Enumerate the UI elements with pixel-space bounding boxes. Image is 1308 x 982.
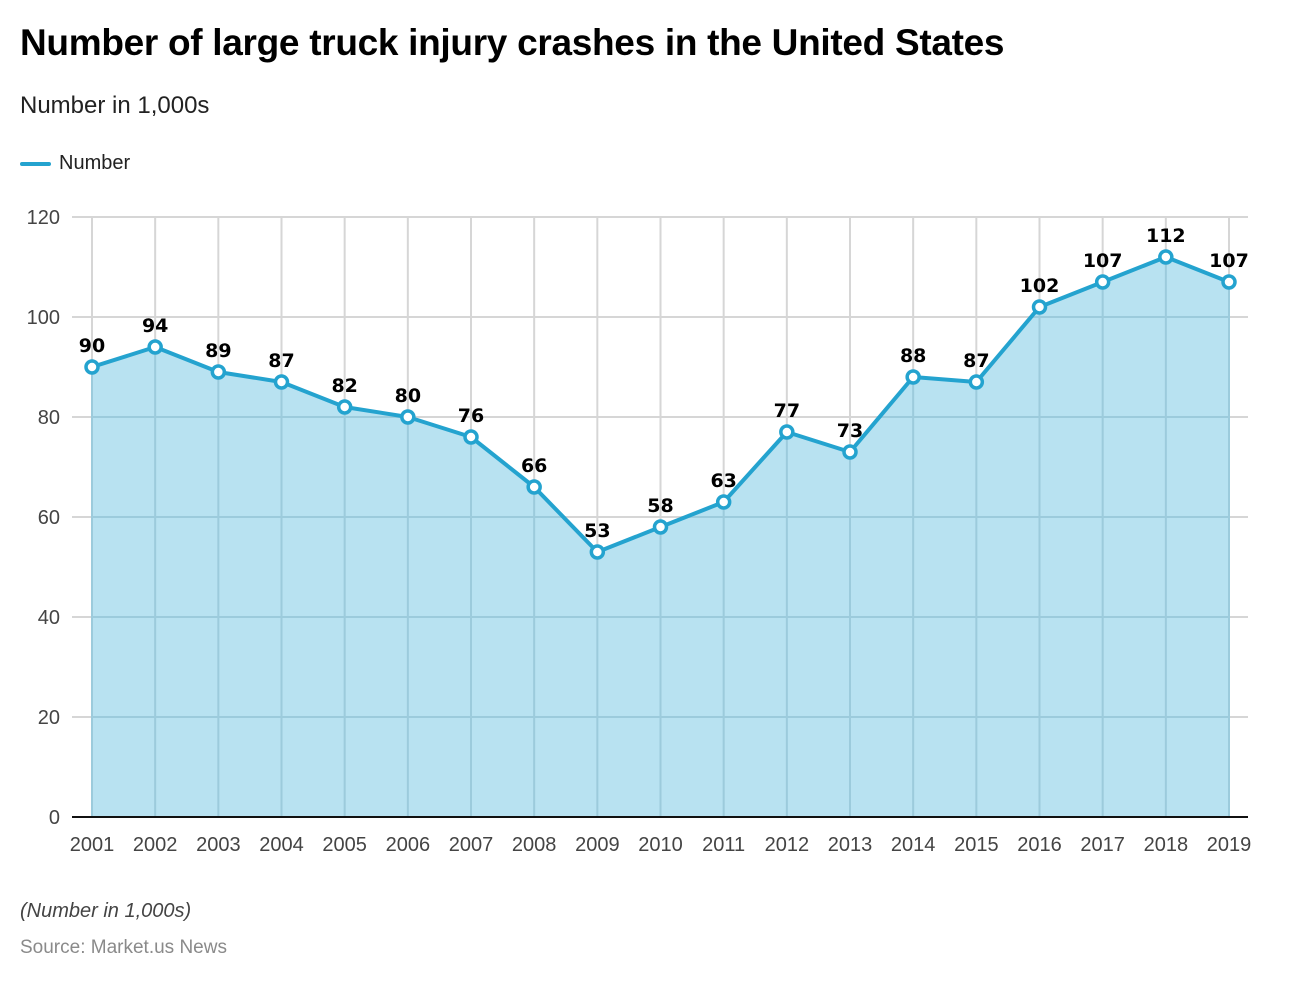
legend-label: Number — [59, 152, 131, 174]
data-label: 89 — [205, 340, 231, 362]
y-tick-label: 60 — [38, 507, 60, 529]
x-tick-label: 2007 — [449, 834, 494, 856]
y-tick-label: 80 — [38, 407, 60, 429]
data-point — [589, 544, 606, 560]
x-tick-label: 2019 — [1207, 834, 1252, 856]
data-label: 90 — [79, 335, 105, 357]
data-label: 73 — [837, 420, 863, 442]
data-label: 53 — [584, 520, 610, 542]
data-point — [210, 364, 227, 380]
legend: Number — [20, 152, 130, 175]
x-tick-label: 2003 — [196, 834, 241, 856]
data-point — [336, 399, 353, 415]
data-label: 112 — [1146, 225, 1186, 247]
x-tick-label: 2010 — [638, 834, 683, 856]
x-tick-label: 2012 — [765, 834, 810, 856]
x-tick-label: 2015 — [954, 834, 999, 856]
y-tick-label: 0 — [49, 807, 60, 829]
data-point — [147, 339, 163, 355]
y-tick-label: 100 — [27, 307, 60, 329]
data-point — [273, 374, 290, 390]
y-tick-label: 40 — [38, 607, 60, 629]
x-tick-label: 2016 — [1017, 834, 1062, 856]
data-point — [463, 429, 479, 445]
data-point — [905, 369, 921, 385]
axes: 2001 2002 2003 2004 2005 2006 2007 2008 2009 2010… — [70, 816, 1252, 856]
data-label: 87 — [268, 350, 294, 372]
data-label: 76 — [458, 405, 484, 427]
data-point — [842, 444, 858, 460]
data-point — [779, 424, 795, 440]
data-point — [1094, 274, 1111, 290]
points — [84, 249, 1237, 560]
data-label: 107 — [1083, 250, 1123, 272]
x-tick-label: 2001 — [70, 834, 115, 856]
x-tick-label: 2009 — [575, 834, 620, 856]
data-label: 94 — [142, 315, 168, 337]
x-tick-label: 2002 — [133, 834, 178, 856]
x-tick-label: 2018 — [1144, 834, 1189, 856]
chart-title: Number of large truck injury crashes in … — [20, 22, 1005, 63]
y-tick-label: 20 — [38, 707, 60, 729]
data-label: 107 — [1209, 250, 1249, 272]
data-label: 77 — [774, 400, 800, 422]
x-tick-label: 2006 — [386, 834, 431, 856]
x-tick-label: 2014 — [891, 834, 936, 856]
data-label: 58 — [647, 495, 673, 517]
x-tick-label: 2011 — [702, 834, 745, 856]
data-label: 66 — [521, 455, 547, 477]
footnote: (Number in 1,000s) — [20, 900, 192, 922]
data-label: 88 — [900, 345, 926, 367]
data-point — [968, 374, 985, 390]
data-label: 102 — [1020, 275, 1060, 297]
data-label: 63 — [710, 470, 736, 492]
source-text: Source: Market.us News — [20, 937, 227, 958]
x-tick-label: 2013 — [828, 834, 873, 856]
data-point — [1158, 249, 1174, 265]
data-point — [400, 409, 416, 425]
data-point — [652, 519, 669, 535]
legend-line-swatch-icon — [20, 161, 51, 166]
data-point — [526, 479, 542, 495]
data-label: 87 — [963, 350, 989, 372]
x-tick-label: 2017 — [1080, 834, 1125, 856]
x-tick-label: 2008 — [512, 834, 557, 856]
data-point — [715, 494, 732, 510]
x-tick-label: 2004 — [259, 834, 304, 856]
chart-subtitle: Number in 1,000s — [20, 92, 210, 119]
data-label: 82 — [331, 375, 357, 397]
data-point — [1221, 274, 1237, 290]
data-label: 80 — [395, 385, 421, 407]
data-point — [1031, 299, 1048, 315]
data-labels: 90 94 89 87 82 80 76 66 53 58 63 77 73 88 87 102 107 112 1… — [79, 225, 1249, 542]
y-tick-label: 120 — [27, 207, 60, 229]
x-tick-label: 2005 — [322, 834, 367, 856]
data-point — [84, 359, 100, 375]
